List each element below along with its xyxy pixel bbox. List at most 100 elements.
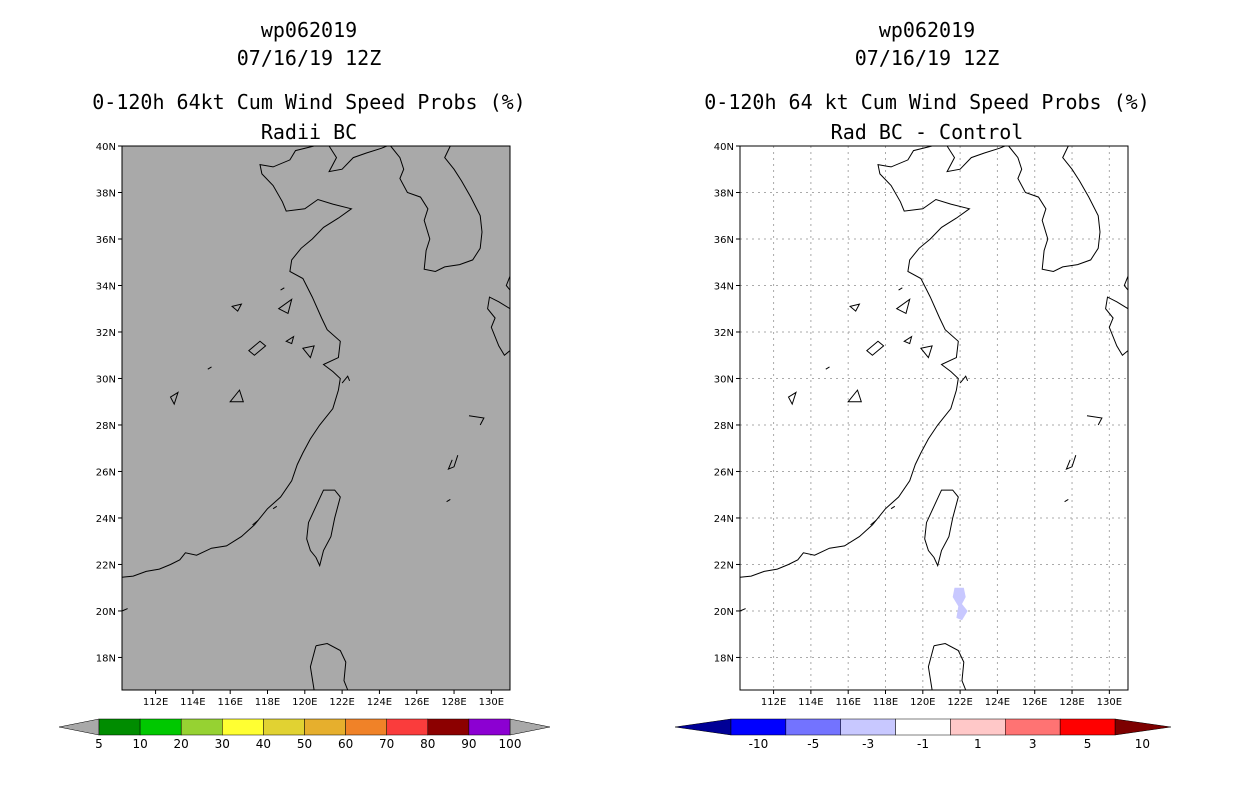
gridlines xyxy=(740,145,1128,690)
taiwan-outline xyxy=(306,489,341,568)
liaodong-coastline xyxy=(328,145,388,173)
island-outline xyxy=(959,375,969,384)
colorbar-label: 3 xyxy=(1029,737,1037,751)
map-background xyxy=(740,146,1128,690)
lon-tick-label: 112E xyxy=(143,697,168,708)
lake-outline xyxy=(302,345,315,359)
lake-outline xyxy=(866,340,885,356)
colorbar-label: 10 xyxy=(1135,737,1150,751)
lat-tick-label: 22N xyxy=(714,560,734,571)
colorbar: 5 10 20 30 40 50 60 70 80 90 100 xyxy=(58,718,551,751)
colorbar-swatch xyxy=(840,718,896,736)
lake-outline xyxy=(231,303,243,312)
island-outline xyxy=(1064,498,1069,503)
lon-tick-label: 130E xyxy=(1097,697,1122,708)
lat-tick-label: 40N xyxy=(96,142,116,153)
map-frame: 18N 20N 22N 24N 26N 28N 30N 32N 34N 36N 38N 40N 112E… xyxy=(96,142,511,708)
island-outline xyxy=(341,375,351,384)
colorbar-swatch xyxy=(730,718,787,736)
map-frame: 18N 20N 22N 24N 26N 28N 30N 32N 34N 36N 38N 40N 112E… xyxy=(714,142,1129,708)
lat-tick-label: 30N xyxy=(96,374,116,385)
colorbar-label: 70 xyxy=(379,737,394,751)
lon-tick-label: 124E xyxy=(985,697,1010,708)
lon-tick-label: 112E xyxy=(761,697,786,708)
lake-outline xyxy=(849,303,861,312)
taiwan-outline xyxy=(924,489,959,568)
lon-tick-label: 122E xyxy=(947,697,972,708)
colorbar-label: -3 xyxy=(862,737,874,751)
lat-tick-label: 18N xyxy=(96,653,116,664)
luzon-outline xyxy=(309,642,349,691)
lon-tick-label: 118E xyxy=(873,697,898,708)
liaodong-coastline xyxy=(946,145,1006,173)
lake-outline xyxy=(825,366,830,370)
lat-tick-label: 36N xyxy=(96,235,116,246)
lat-tick-label: 28N xyxy=(714,421,734,432)
colorbar-swatch xyxy=(1059,718,1116,736)
colorbar-swatch xyxy=(98,718,141,736)
lon-tick-label: 128E xyxy=(441,697,466,708)
experiment-title: Radii BC xyxy=(260,120,358,144)
island-outline xyxy=(272,505,278,510)
korea-coastline xyxy=(390,145,483,273)
lat-tick-label: 26N xyxy=(96,467,116,478)
colorbar-label: 60 xyxy=(338,737,353,751)
lon-tick-label: 120E xyxy=(910,697,935,708)
colorbar-label: -10 xyxy=(749,737,769,751)
lon-tick-label: 130E xyxy=(479,697,504,708)
lat-tick-label: 32N xyxy=(96,328,116,339)
kyushu-coastline xyxy=(487,296,511,356)
colorbar-label: 30 xyxy=(215,737,230,751)
island-outline xyxy=(890,505,896,510)
lon-tick-label: 124E xyxy=(367,697,392,708)
luzon-outline xyxy=(927,642,967,691)
lake-outline xyxy=(787,391,797,406)
lon-tick-label: 128E xyxy=(1059,697,1084,708)
lake-outline xyxy=(285,335,295,345)
lat-tick-label: 22N xyxy=(96,560,116,571)
japan-coastline xyxy=(505,276,511,291)
anomaly-patch xyxy=(952,587,968,621)
colorbar-swatch xyxy=(785,718,841,736)
map-background xyxy=(122,146,510,690)
lake-outline xyxy=(207,366,212,370)
panel-rad-bc-control: wp062019 07/16/19 12Z 0-120h 64 kt Cum W… xyxy=(618,0,1236,800)
lon-tick-label: 116E xyxy=(835,697,860,708)
lat-tick-label: 20N xyxy=(714,607,734,618)
coastlines xyxy=(739,145,1129,691)
island-outline xyxy=(870,519,877,526)
lake-outline xyxy=(280,287,285,291)
lat-tick-label: 40N xyxy=(714,142,734,153)
colorbar-label: 1 xyxy=(974,737,982,751)
map-border xyxy=(121,145,511,691)
colorbar-swatch xyxy=(263,718,305,736)
lon-tick-label: 118E xyxy=(255,697,280,708)
colorbar-swatch xyxy=(1005,718,1061,736)
china-coastline xyxy=(739,145,971,578)
lake-outline xyxy=(847,389,862,403)
map-left: 18N 20N 22N 24N 26N 28N 30N 32N 34N 36N 38N 40N 112E… xyxy=(58,142,551,751)
hainan-coastline xyxy=(121,608,128,612)
colorbar-swatch xyxy=(427,718,470,736)
lake-outline xyxy=(169,391,179,406)
colorbar-under-triangle xyxy=(58,718,100,736)
lake-outline xyxy=(277,298,293,315)
colorbar-swatch xyxy=(950,718,1006,736)
lat-tick-label: 36N xyxy=(714,235,734,246)
island-outline xyxy=(447,455,459,471)
lon-tick-label: 114E xyxy=(798,697,823,708)
lat-tick-label: 20N xyxy=(96,607,116,618)
lat-tick-label: 24N xyxy=(96,514,116,525)
colorbar-label: 80 xyxy=(420,737,435,751)
colorbar-label: 50 xyxy=(297,737,312,751)
lon-tick-label: 114E xyxy=(180,697,205,708)
lake-outline xyxy=(903,335,913,345)
map-right: 18N 20N 22N 24N 26N 28N 30N 32N 34N 36N 38N 40N 112E… xyxy=(674,142,1172,751)
storm-id-title: wp062019 xyxy=(260,18,358,42)
lon-tick-label: 116E xyxy=(217,697,242,708)
island-outline xyxy=(446,498,451,503)
colorbar-label: 5 xyxy=(1084,737,1092,751)
lat-tick-label: 34N xyxy=(96,281,116,292)
lat-tick-label: 24N xyxy=(714,514,734,525)
kyushu-coastline xyxy=(1105,296,1129,356)
